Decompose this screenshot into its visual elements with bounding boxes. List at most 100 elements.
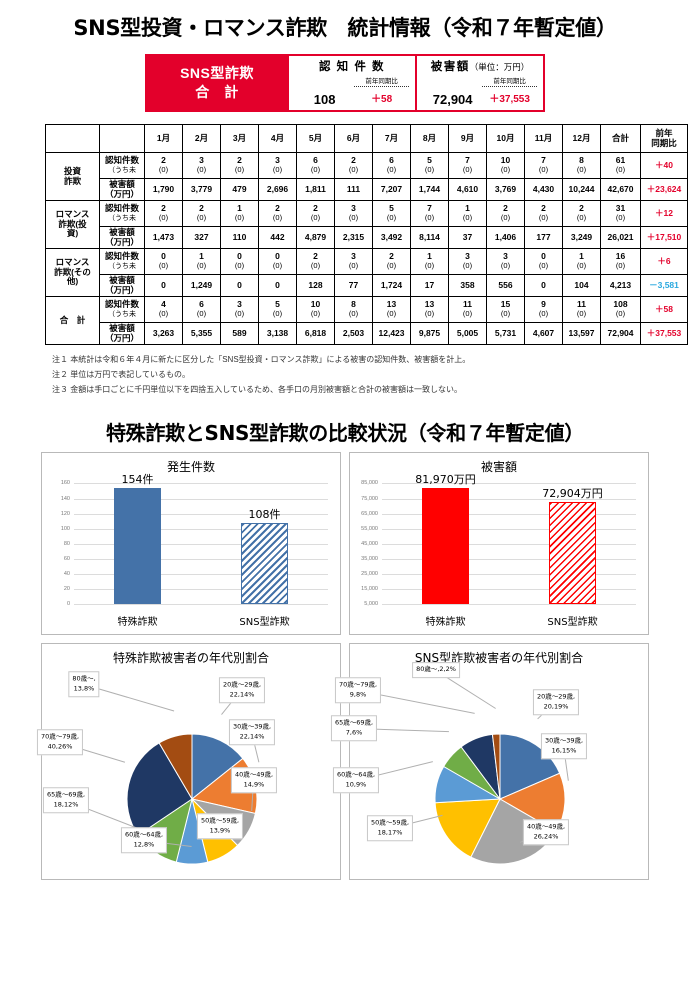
table-cell-cases: 3 (0) — [448, 248, 487, 275]
table-cell-amount: 5,355 — [182, 322, 221, 345]
y-tick-label: 65,000 — [361, 510, 378, 517]
pie-data-label: 80歳～,2,2% — [412, 662, 460, 679]
table-cell-cases: 7 (0) — [524, 152, 563, 179]
table-cell-amount: 5,731 — [486, 322, 525, 345]
table-cell-cases: 3 (0) — [182, 152, 221, 179]
table-row: 被害額 （万円） 1,790 3,779 479 2,696 1,811 111 7,207 1,… — [46, 178, 688, 201]
table-cell-amount: 2,503 — [334, 322, 373, 345]
summary-cases-delta-label: 前年同期比 — [354, 75, 409, 87]
table-cell-cases: 2 (0) — [258, 200, 297, 227]
table-row: 被害額 （万円） 1,473 327 110 442 4,879 2,315 3,492 8,11… — [46, 226, 688, 249]
pie-slice[interactable] — [158, 733, 193, 802]
table-row: 被害額 （万円） 0 1,249 0 0 128 77 1,724 17 358 556 0 104 4,2… — [46, 274, 688, 297]
table-cell-amount: 0 — [524, 274, 563, 297]
pie-slice[interactable] — [434, 798, 501, 859]
pie-slice[interactable] — [191, 733, 244, 801]
table-cell-amount: 8,114 — [410, 226, 449, 249]
y-tick-label: 60 — [63, 556, 70, 563]
y-tick-label: 15,000 — [361, 586, 378, 593]
table-cell-cases: 3 (0) — [334, 248, 373, 275]
table-col-header-month-10: 10月 — [486, 124, 525, 153]
table-col-header-yoy: 前年 同期比 — [640, 124, 688, 153]
table-col-header-month-7: 7月 — [372, 124, 411, 153]
table-row: ロマンス 詐欺(投 資) 認知件数 （うち未 2 (0) 2 (0) 1 (0) 2 (0) 2 (0) 3(… — [45, 200, 688, 249]
table-cell-cases: 1 (0) — [220, 200, 259, 227]
pie-data-label: 60歳～64歳, 12,8% — [120, 827, 168, 854]
x-axis-labels: 特殊詐欺 SNS型詐欺 — [382, 613, 636, 628]
summary-amount-header: 被害額（単位：万円） — [423, 58, 537, 74]
table-cell-cases-yoy: ＋58 — [640, 296, 688, 323]
gridline — [74, 559, 328, 561]
bar-column[interactable]: 72,904万円 — [542, 483, 603, 605]
table-cell-cases: 1 (0) — [410, 248, 449, 275]
table-sublabel-cases: 認知件数 （うち未 — [99, 152, 145, 179]
pie-data-label: 20歳～29歳, 22,14% — [218, 677, 266, 704]
bar-column[interactable]: 81,970万円 — [415, 473, 476, 605]
pie-data-label: 65歳～69歳, 18,12% — [42, 787, 90, 814]
gridline — [74, 589, 328, 591]
table-cell-cases: 10 (0) — [486, 152, 525, 179]
table-cell-amount: 111 — [334, 178, 373, 201]
table-cell-cases: 10 (0) — [296, 296, 335, 323]
table-cell-cases: 7 (0) — [448, 152, 487, 179]
bar[interactable] — [241, 522, 288, 605]
table-sublabel-cases: 認知件数 （うち未 — [99, 248, 145, 275]
table-cell-amount: 1,406 — [486, 226, 525, 249]
table-cell-cases: 2 (0) — [182, 200, 221, 227]
bar[interactable] — [549, 501, 596, 605]
table-cell-cases: 1 (0) — [448, 200, 487, 227]
table-row-label: ロマンス 詐欺(投 資) — [45, 200, 100, 249]
table-cell-amount: 110 — [220, 226, 259, 249]
gridline — [382, 604, 636, 606]
gridline — [74, 604, 328, 606]
table-cell-amount: 327 — [182, 226, 221, 249]
table-cell-amount: 7,207 — [372, 178, 411, 201]
pie-data-label: 50歳～59歳, 13,9% — [196, 813, 244, 840]
pie-data-label: 40歳～49歳, 14,9% — [230, 767, 278, 794]
table-cell-cases: 3 (0) — [220, 296, 259, 323]
bar[interactable] — [422, 487, 469, 605]
pie-slice[interactable] — [499, 733, 561, 801]
table-cell-amount: 0 — [220, 274, 259, 297]
table-cell-amount: 10,244 — [562, 178, 601, 201]
table-body: 投資 詐欺 認知件数 （うち未 2 (0) 3 (0) 2 (0) 3 (0) 6 (0) 2 (0) 6 (0)… — [45, 152, 688, 345]
table-col-header-month-11: 11月 — [524, 124, 563, 153]
table-cell-amount: 442 — [258, 226, 297, 249]
pie-chart-2: SNS型詐欺被害者の年代別割合 20歳～29歳, 20,19% 30歳～39歳, 16,… — [330, 643, 649, 881]
pie-svg — [434, 733, 566, 865]
table-col-header-month-4: 4月 — [258, 124, 297, 153]
table-cell-cases-total: 108 (0) — [600, 296, 641, 323]
pie-data-label: 65歳～69歳, 7,6% — [330, 715, 378, 742]
table-cell-cases: 0 (0) — [258, 248, 297, 275]
table-cell-cases: 13 (0) — [410, 296, 449, 323]
table-cell-amount: 1,724 — [372, 274, 411, 297]
summary-box-wrapper: SNS型詐欺 合 計 認 知 件 数 108 前年同期比 ＋58 被害額（単位：… — [0, 54, 690, 112]
pie-slice[interactable] — [491, 733, 501, 800]
x-tick-label: 特殊詐欺 — [425, 617, 466, 629]
table-cell-cases: 4 (0) — [144, 296, 183, 323]
table-cell-amount-total: 26,021 — [600, 226, 641, 249]
summary-amount-delta-label: 前年同期比 — [482, 75, 537, 87]
table-cell-cases-total: 61 (0) — [600, 152, 641, 179]
x-tick-label: 特殊詐欺 — [117, 617, 158, 629]
summary-amount-cell: 被害額（単位：万円） 72,904 前年同期比 ＋37,553 — [415, 56, 543, 110]
table-row-label: 投資 詐欺 — [45, 152, 100, 201]
table-cell-amount: 3,263 — [144, 322, 183, 345]
y-tick-label: 120 — [60, 510, 70, 517]
table-cell-amount: 13,597 — [562, 322, 601, 345]
summary-red-label: SNS型詐欺 合 計 — [147, 56, 287, 110]
gridline — [74, 543, 328, 545]
table-row: ロマンス 詐欺(その 他) 認知件数 （うち未 0 (0) 1 (0) 0 (0) 0 (0) 2 (0) 3… — [45, 248, 688, 297]
summary-red-label-line1: SNS型詐欺 — [180, 65, 254, 82]
bar-column[interactable]: 108件 — [241, 483, 288, 605]
y-axis-ticks: 0 20 40 60 80 100 120 140 160 — [42, 480, 72, 607]
summary-cases-delta-value: ＋58 — [371, 94, 393, 105]
bar-column[interactable]: 154件 — [114, 473, 161, 605]
table-cell-amount: 479 — [220, 178, 259, 201]
summary-amount-value: 72,904 — [432, 92, 473, 107]
pie-data-label: 30歳～39歳, 16,15% — [540, 733, 588, 760]
y-tick-label: 75,000 — [361, 495, 378, 502]
table-cell-cases: 5 (0) — [258, 296, 297, 323]
bar[interactable] — [114, 487, 161, 605]
statistics-table: 1月 2月 3月 4月 5月 6月 7月 8月 9月 10月 11月 12月 合計 前年 同期比 投資 詐欺認… — [45, 124, 688, 345]
